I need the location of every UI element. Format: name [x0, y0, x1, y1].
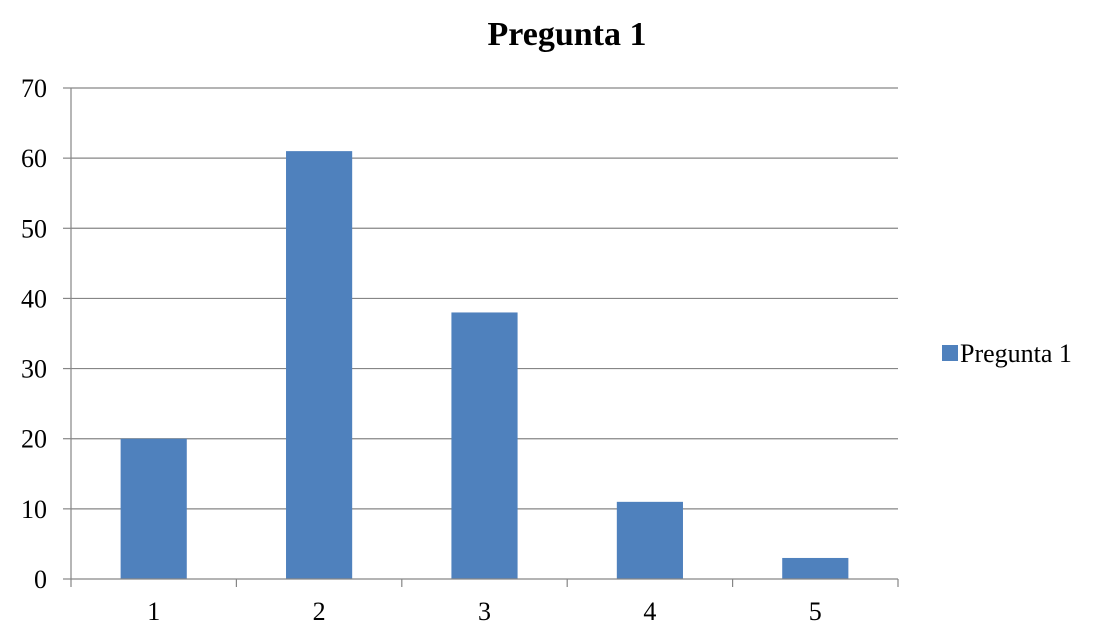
- x-axis-tick-labels: 1 2 3 4 5: [147, 597, 822, 626]
- y-tick-label: 0: [34, 565, 47, 594]
- x-tick-label: 5: [809, 597, 822, 626]
- x-tick-label: 4: [643, 597, 656, 626]
- y-axis-tick-labels: 0 10 20 30 40 50 60 70: [21, 74, 47, 594]
- x-tick-label: 2: [313, 597, 326, 626]
- y-tick-label: 40: [21, 284, 47, 313]
- x-tick-label: 3: [478, 597, 491, 626]
- bar: [616, 501, 683, 579]
- y-tick-label: 50: [21, 214, 47, 243]
- y-tick-label: 10: [21, 495, 47, 524]
- x-tick-label: 1: [147, 597, 160, 626]
- legend: Pregunta 1: [942, 339, 1072, 368]
- chart-title: Pregunta 1: [488, 16, 647, 53]
- bar: [782, 557, 849, 579]
- legend-swatch: [942, 345, 958, 361]
- y-tick-label: 70: [21, 74, 47, 103]
- y-tick-label: 60: [21, 144, 47, 173]
- y-tick-label: 30: [21, 355, 47, 384]
- bar: [451, 312, 518, 579]
- axes: [63, 87, 899, 587]
- legend-label: Pregunta 1: [960, 339, 1072, 368]
- bar: [286, 151, 353, 579]
- bar: [120, 438, 187, 579]
- bars: [120, 151, 849, 579]
- y-tick-label: 20: [21, 425, 47, 454]
